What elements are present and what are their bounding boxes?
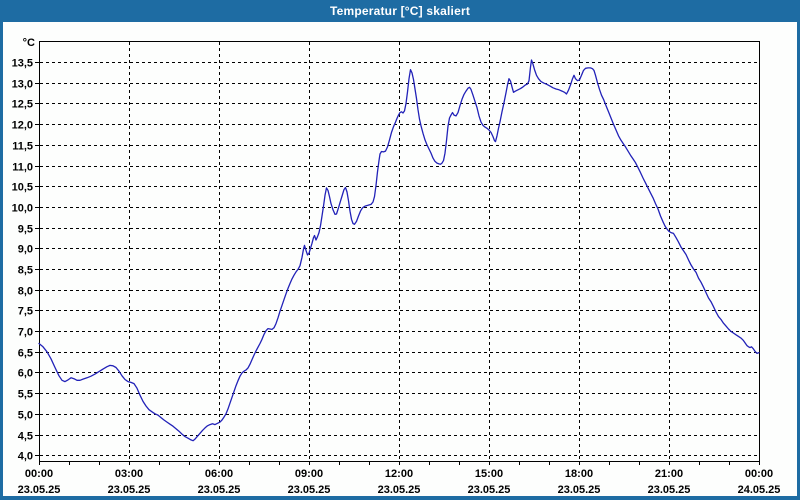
x-tick-date-label: 23.05.25 <box>288 484 331 496</box>
x-tick-time-label: 03:00 <box>115 468 143 480</box>
y-tick-label: 9,5 <box>18 224 33 236</box>
y-tick-label: 11,0 <box>12 162 33 174</box>
title-bar: Temperatur [°C] skaliert <box>0 0 800 22</box>
y-tick-label: 5,0 <box>18 410 33 422</box>
temperature-series-line <box>38 59 760 442</box>
y-tick-label: 8,0 <box>18 286 33 298</box>
x-tick-date-label: 23.05.25 <box>108 484 151 496</box>
y-tick-label: 13,5 <box>12 58 33 70</box>
x-tick-date-label: 23.05.25 <box>18 484 61 496</box>
window-title: Temperatur [°C] skaliert <box>329 4 471 18</box>
x-tick-time-label: 12:00 <box>385 468 413 480</box>
y-tick-label: 8,5 <box>18 265 33 277</box>
y-tick-label: 5,5 <box>18 389 33 401</box>
x-tick-time-label: 00:00 <box>25 468 53 480</box>
plot-frame <box>39 41 760 462</box>
x-tick-date-label: 24.05.25 <box>738 484 781 496</box>
x-tick-date-label: 23.05.25 <box>468 484 511 496</box>
y-tick-label: 7,0 <box>18 327 33 339</box>
y-tick-label: 11,5 <box>12 141 33 153</box>
x-tick-date-label: 23.05.25 <box>198 484 241 496</box>
y-tick-label: 12,5 <box>12 99 33 111</box>
y-tick-label: 12,0 <box>12 120 33 132</box>
y-tick-label: 10,0 <box>12 203 33 215</box>
x-tick-time-label: 15:00 <box>475 468 503 480</box>
y-tick-label: 10,5 <box>12 182 33 194</box>
y-tick-label: 4,0 <box>18 451 33 463</box>
x-tick-time-label: 18:00 <box>565 468 593 480</box>
x-tick-date-label: 23.05.25 <box>648 484 691 496</box>
y-tick-label: 13,0 <box>12 79 33 91</box>
x-tick-date-label: 23.05.25 <box>378 484 421 496</box>
x-tick-time-label: 06:00 <box>205 468 233 480</box>
y-tick-label: 6,5 <box>18 348 33 360</box>
x-tick-time-label: 00:00 <box>745 468 773 480</box>
x-tick-time-label: 21:00 <box>655 468 683 480</box>
x-tick-time-label: 09:00 <box>295 468 323 480</box>
y-axis-unit-label: °C <box>23 37 35 49</box>
y-tick-label: 9,0 <box>18 244 33 256</box>
x-tick-date-label: 23.05.25 <box>558 484 601 496</box>
y-tick-label: 6,0 <box>18 368 33 380</box>
y-tick-label: 4,5 <box>18 431 33 443</box>
y-tick-label: 7,5 <box>18 306 33 318</box>
